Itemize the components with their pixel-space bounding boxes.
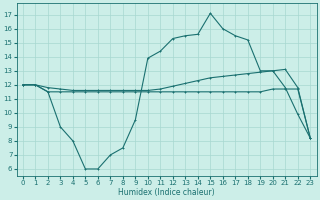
X-axis label: Humidex (Indice chaleur): Humidex (Indice chaleur) bbox=[118, 188, 215, 197]
